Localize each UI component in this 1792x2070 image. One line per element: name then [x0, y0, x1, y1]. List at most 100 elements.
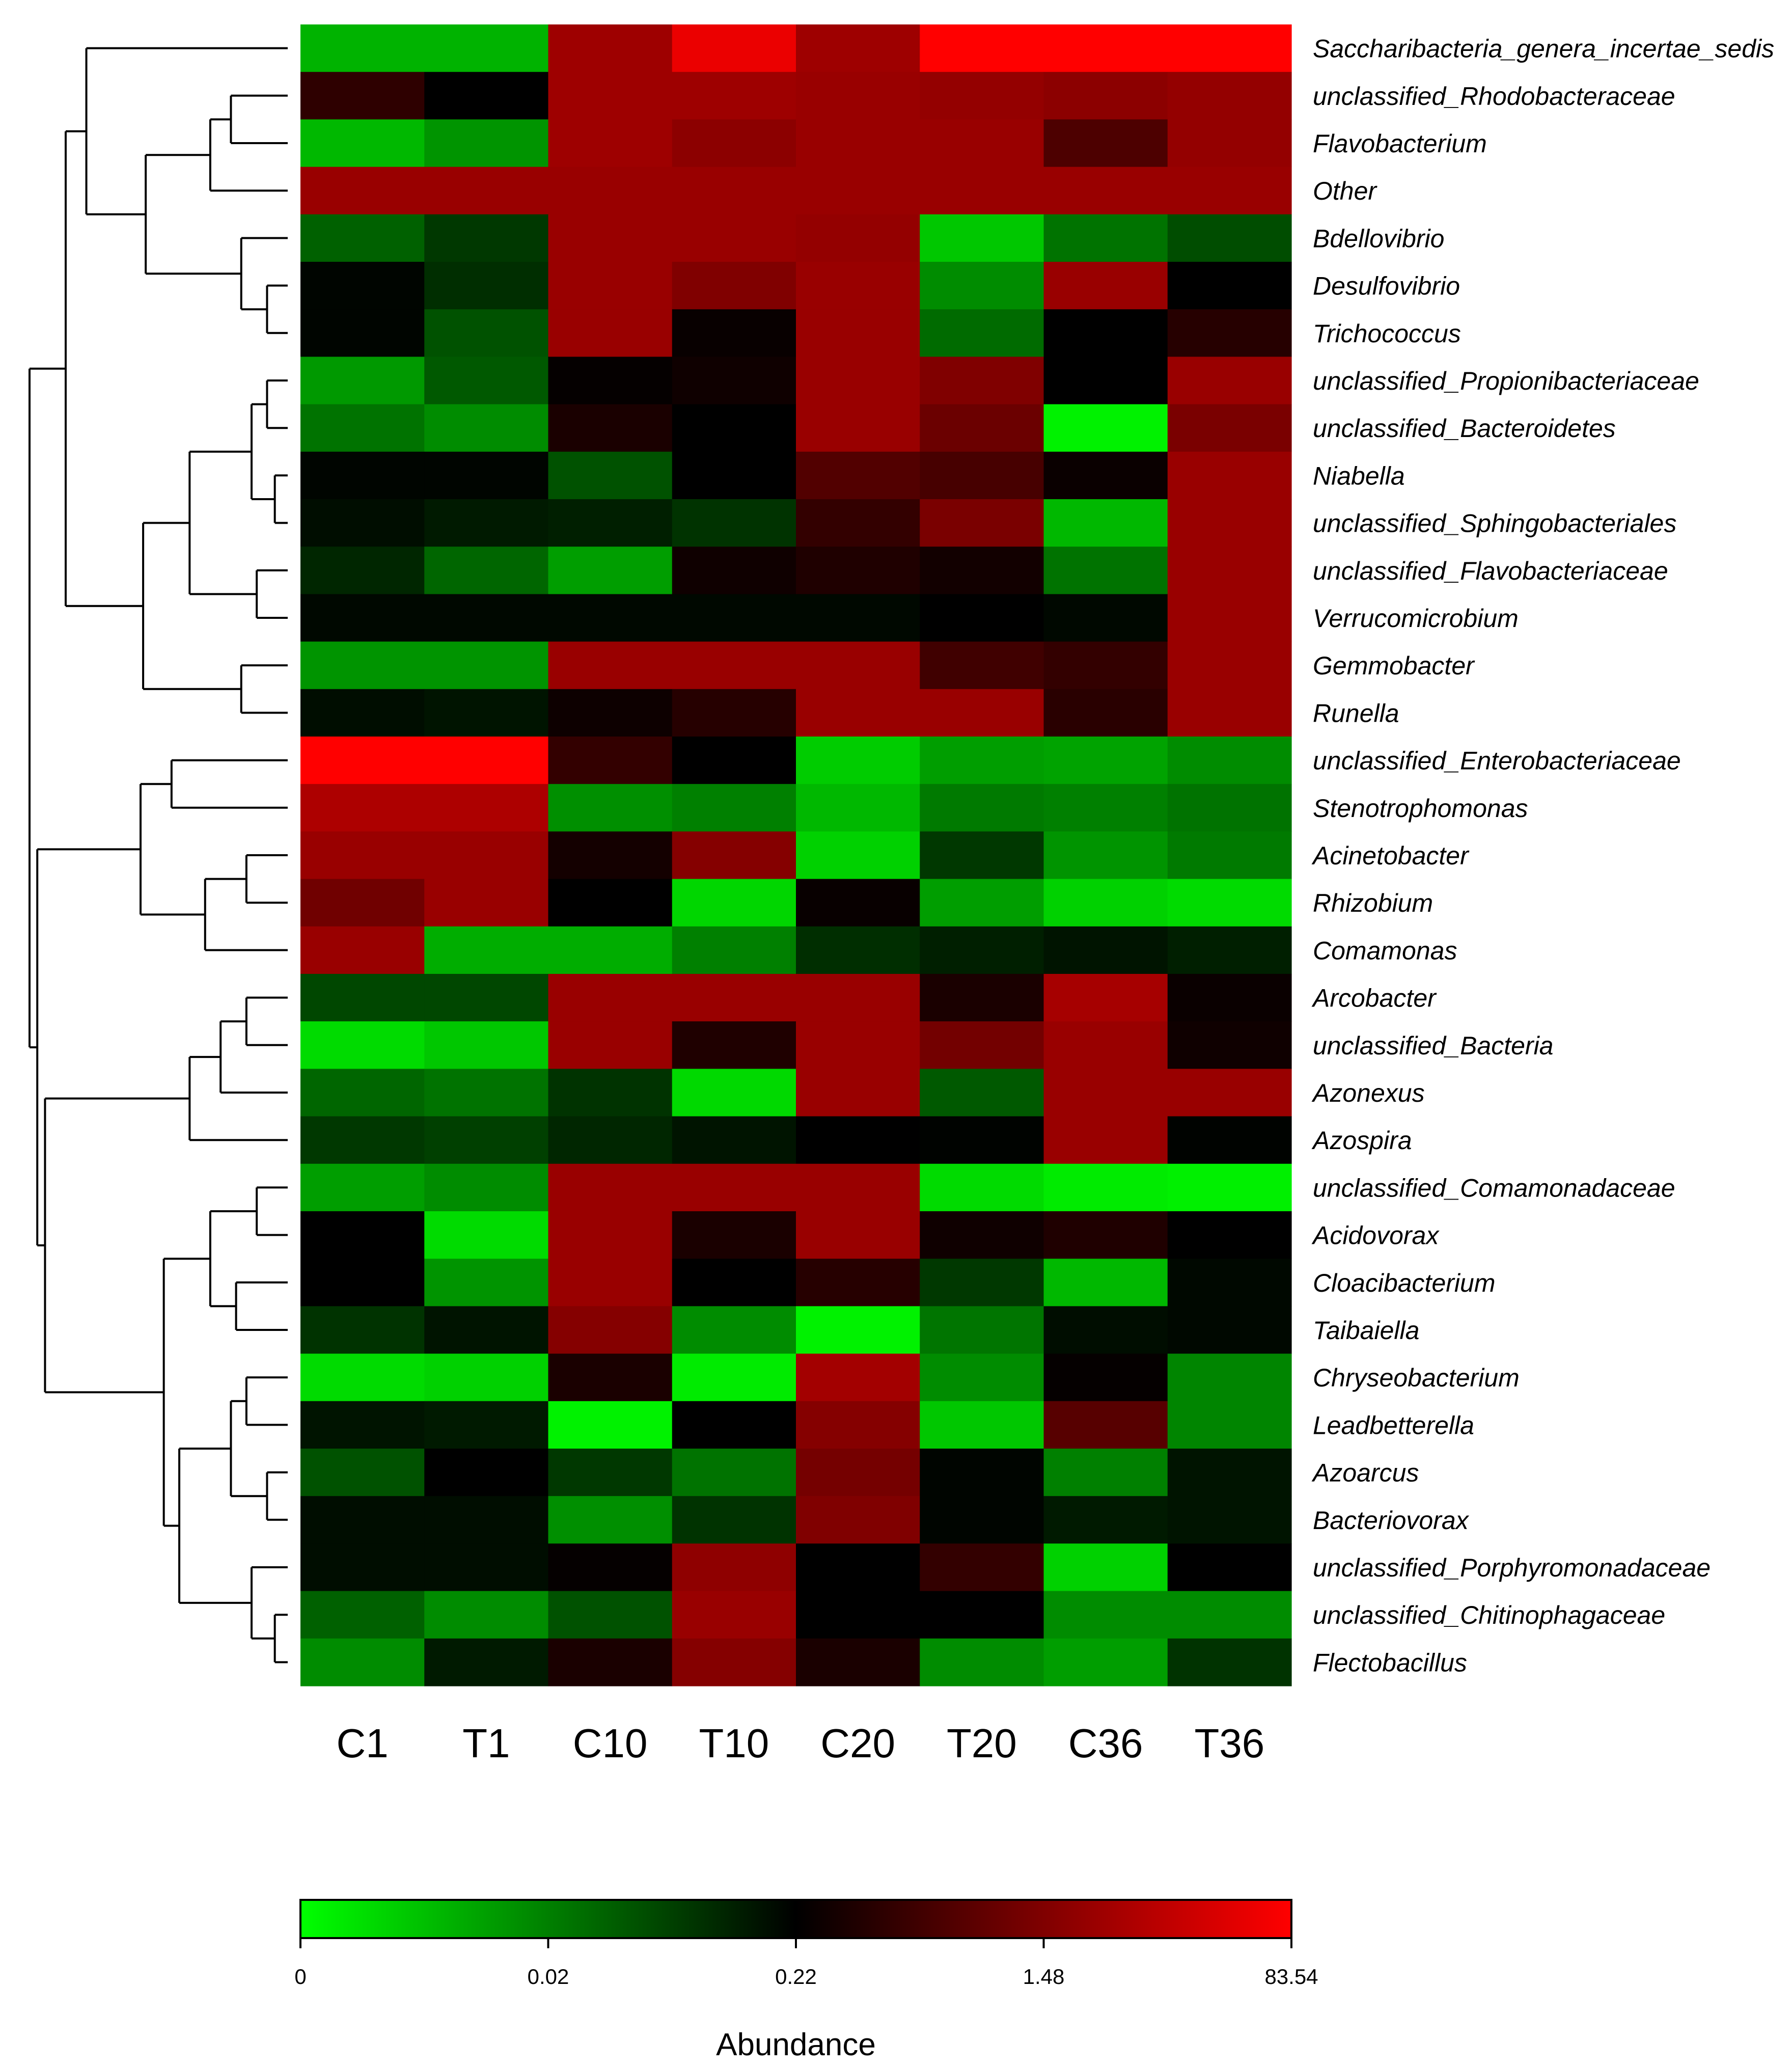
heatmap-cell [300, 72, 425, 120]
heatmap-cell [1043, 1259, 1168, 1306]
heatmap-cell [548, 1638, 673, 1686]
heatmap-cell [548, 831, 673, 880]
heatmap-cell [548, 1069, 673, 1117]
heatmap-cell [424, 24, 549, 72]
heatmap-cell [672, 879, 796, 927]
heatmap-cell [920, 641, 1044, 690]
heatmap-cell [1043, 214, 1168, 262]
heatmap-cell [920, 404, 1044, 452]
heatmap-cell [548, 1306, 673, 1354]
heatmap-cell [424, 1211, 549, 1259]
heatmap-cell [1043, 404, 1168, 452]
heatmap-cell [1043, 24, 1168, 72]
row-label: Verrucomicrobium [1313, 604, 1519, 633]
heatmap-cell [672, 1591, 796, 1639]
heatmap-cell [548, 547, 673, 594]
heatmap-cell [548, 309, 673, 357]
heatmap-cell [796, 309, 920, 357]
heatmap-cell [424, 737, 549, 784]
heatmap-cell [1043, 309, 1168, 357]
heatmap-cell [300, 1163, 425, 1212]
column-label: T1 [462, 1721, 510, 1766]
heatmap-cell [424, 547, 549, 594]
heatmap-cell [672, 926, 796, 974]
heatmap-cell [300, 1591, 425, 1639]
heatmap-cell [424, 1116, 549, 1164]
heatmap-cell [300, 309, 425, 357]
heatmap-cell [920, 1496, 1044, 1544]
heatmap-cell [424, 1021, 549, 1069]
heatmap-cell [1167, 1353, 1292, 1402]
heatmap-cell [920, 1401, 1044, 1449]
heatmap-cell [672, 1353, 796, 1402]
heatmap-cell [920, 24, 1044, 72]
heatmap-cell [1167, 689, 1292, 737]
heatmap-cell [796, 1306, 920, 1354]
heatmap-cell [920, 167, 1044, 215]
row-label: unclassified_Enterobacteriaceae [1313, 747, 1681, 775]
heatmap-cell [1167, 262, 1292, 310]
heatmap-cell [1043, 357, 1168, 405]
heatmap-cell [796, 1401, 920, 1449]
heatmap-cell [300, 974, 425, 1022]
row-label: Flavobacterium [1313, 129, 1487, 158]
heatmap-cell [424, 879, 549, 927]
row-labels: Saccharibacteria_genera_incertae_sedisun… [1311, 35, 1774, 1677]
heatmap-cell [1167, 404, 1292, 452]
heatmap-cell [1167, 357, 1292, 405]
heatmap-cell [548, 1591, 673, 1639]
heatmap-cell [920, 547, 1044, 594]
column-label: T10 [699, 1721, 769, 1766]
heatmap-cell [796, 1591, 920, 1639]
heatmap-cell [548, 1496, 673, 1544]
heatmap-cell [1167, 784, 1292, 832]
column-labels: C1 T1 C10 T10 C20 T20 C36 T36 [336, 1721, 1264, 1766]
heatmap-cell [300, 641, 425, 690]
heatmap-cell [920, 737, 1044, 784]
row-label: Taibaiella [1313, 1316, 1419, 1345]
heatmap-cell [1043, 119, 1168, 168]
row-label: Rhizobium [1313, 889, 1433, 917]
heatmap-cell [672, 547, 796, 594]
heatmap-cell [920, 689, 1044, 737]
heatmap-cell [1167, 499, 1292, 547]
row-label: Runella [1313, 699, 1399, 727]
row-label: unclassified_Bacteroidetes [1313, 414, 1616, 443]
heatmap-cells [300, 24, 1292, 1686]
column-label: C1 [336, 1721, 388, 1766]
heatmap-cell [1167, 1259, 1292, 1306]
heatmap-cell [920, 1211, 1044, 1259]
row-label: Acidovorax [1311, 1221, 1440, 1250]
heatmap-cell [672, 594, 796, 642]
heatmap-cell [1043, 1543, 1168, 1592]
heatmap-cell [672, 24, 796, 72]
heatmap-cell [672, 1543, 796, 1592]
heatmap-cell [300, 1259, 425, 1306]
heatmap-cell [796, 1021, 920, 1069]
heatmap-cell [1167, 1306, 1292, 1354]
heatmap-cell [672, 1211, 796, 1259]
heatmap-cell [1043, 689, 1168, 737]
heatmap-cell [796, 879, 920, 927]
color-key-tick: 83.54 [1264, 1965, 1318, 1989]
heatmap-cell [1043, 499, 1168, 547]
heatmap-cell [300, 262, 425, 310]
heatmap-cell [1043, 737, 1168, 784]
heatmap-cell [1167, 1116, 1292, 1164]
heatmap-cell [796, 641, 920, 690]
heatmap-cell [796, 784, 920, 832]
heatmap-cell [796, 594, 920, 642]
row-label: Bdellovibrio [1313, 224, 1444, 253]
heatmap-cell [300, 689, 425, 737]
heatmap-cell [424, 926, 549, 974]
heatmap-cell [548, 974, 673, 1022]
heatmap-cell [1043, 926, 1168, 974]
heatmap-cell [300, 1496, 425, 1544]
heatmap-cell [1167, 1211, 1292, 1259]
heatmap-cell [796, 689, 920, 737]
heatmap-cell [1043, 1306, 1168, 1354]
heatmap-cell [920, 451, 1044, 500]
heatmap-cell [1167, 1543, 1292, 1592]
heatmap-cell [672, 1496, 796, 1544]
heatmap-cell [300, 24, 425, 72]
